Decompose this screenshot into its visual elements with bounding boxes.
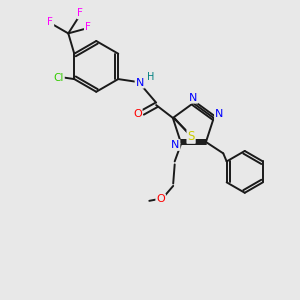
Text: F: F bbox=[77, 8, 83, 18]
Text: F: F bbox=[47, 17, 53, 27]
Text: S: S bbox=[188, 130, 195, 143]
Text: N: N bbox=[215, 110, 223, 119]
Text: Cl: Cl bbox=[54, 73, 64, 82]
Text: N: N bbox=[189, 93, 197, 103]
Text: N: N bbox=[171, 140, 179, 150]
Text: H: H bbox=[147, 72, 154, 82]
Text: O: O bbox=[133, 109, 142, 119]
Text: O: O bbox=[156, 194, 165, 204]
Text: F: F bbox=[85, 22, 91, 32]
Text: N: N bbox=[136, 78, 144, 88]
